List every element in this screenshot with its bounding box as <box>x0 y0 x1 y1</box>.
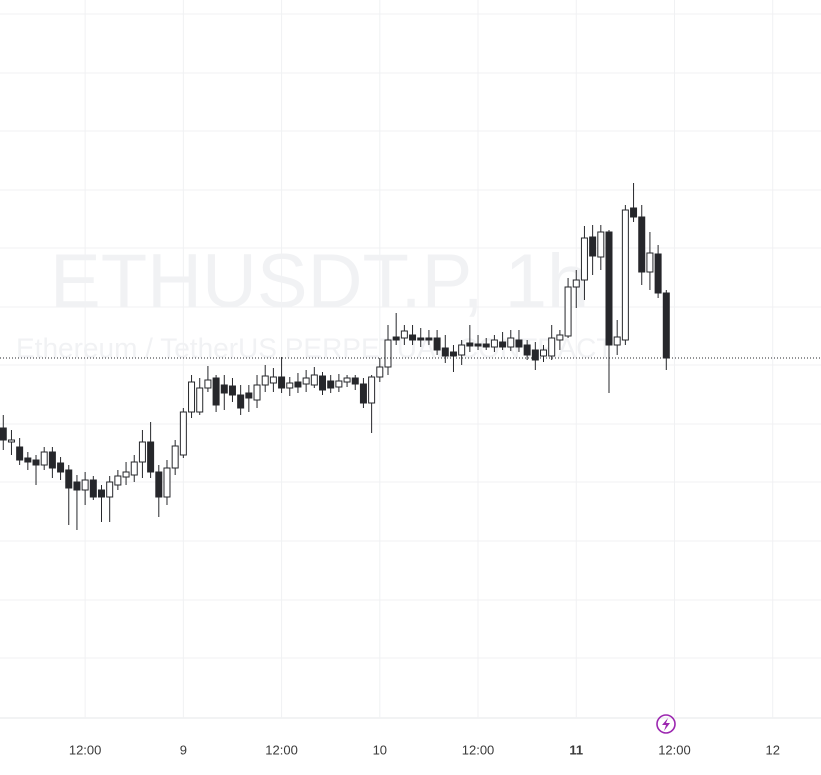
candle-body <box>580 237 588 281</box>
candle-body <box>409 334 417 341</box>
candle-body <box>24 457 32 463</box>
candle-body <box>564 286 572 337</box>
candle-body <box>449 351 457 357</box>
candle-body <box>253 384 261 401</box>
candle-body <box>245 392 253 399</box>
candle-body <box>155 471 163 498</box>
candle-body <box>515 339 523 348</box>
candle-body <box>523 344 531 356</box>
candle-body <box>196 387 204 413</box>
candle-body <box>654 253 662 294</box>
candle-body <box>130 461 138 476</box>
candle-body <box>507 337 515 348</box>
candle-body <box>630 207 638 218</box>
candle-body <box>65 469 73 489</box>
candle-body <box>122 471 130 478</box>
x-tick-label: 12:00 <box>69 742 102 757</box>
candle-body <box>335 380 343 388</box>
x-tick-label: 11 <box>569 742 583 757</box>
candle-body <box>138 441 146 463</box>
candle-body <box>425 337 433 341</box>
candle-body <box>572 279 580 288</box>
candle-body <box>278 376 286 389</box>
candle-body <box>228 385 236 396</box>
candle-body <box>57 462 65 473</box>
candle-body <box>188 381 196 413</box>
candle-body <box>441 347 449 357</box>
candle-body <box>589 236 597 257</box>
candle-body <box>163 467 171 498</box>
candle-body <box>114 475 122 486</box>
candle-body <box>7 439 15 443</box>
candle-body <box>597 231 605 258</box>
x-tick-label: 10 <box>373 742 387 757</box>
candle-body <box>294 381 302 388</box>
candle-body <box>32 459 40 466</box>
candle-body <box>97 489 105 498</box>
candle-body <box>261 375 269 386</box>
candle-body <box>605 231 613 346</box>
candle-body <box>310 374 318 386</box>
x-tick-label: 12 <box>765 742 779 757</box>
candle-body <box>343 377 351 383</box>
candle-body <box>237 394 245 409</box>
candle-body <box>540 349 548 357</box>
candle-body <box>73 481 81 491</box>
candle-body <box>286 382 294 389</box>
realtime-icon[interactable] <box>656 714 676 734</box>
candle-body <box>392 336 400 341</box>
candle-body <box>147 441 155 473</box>
watermark: ETHUSDT.P, 1h <box>50 239 589 324</box>
candle-body <box>662 292 670 359</box>
candle-body <box>204 379 212 389</box>
candle-body <box>458 344 466 356</box>
candle-body <box>482 343 490 348</box>
candle-body <box>376 366 384 378</box>
candle-body <box>638 216 646 273</box>
x-tick-label: 12:00 <box>265 742 298 757</box>
candle-body <box>327 380 335 389</box>
candle-body <box>319 375 327 391</box>
candle-body <box>621 209 629 341</box>
x-tick-label: 12:00 <box>462 742 495 757</box>
candle-body <box>351 377 359 385</box>
candle-body <box>171 445 179 469</box>
candle-body <box>89 479 97 498</box>
candle-body <box>16 446 24 461</box>
candle-body <box>556 334 564 341</box>
candle-body <box>40 451 48 466</box>
candle-body <box>368 376 376 404</box>
candle-body <box>490 339 498 348</box>
candle-body <box>646 252 654 273</box>
candle-body <box>548 337 556 357</box>
candle-body <box>466 342 474 347</box>
candle-body <box>433 337 441 351</box>
candle-body <box>613 336 621 346</box>
candle-body <box>48 451 56 469</box>
candle-body <box>220 384 228 394</box>
candle-body <box>81 479 89 491</box>
x-tick-label: 9 <box>180 742 187 757</box>
candle-body <box>302 377 310 385</box>
candle-body <box>499 341 507 348</box>
candle-body <box>0 427 7 441</box>
candle-body <box>179 411 187 456</box>
candle-body <box>269 376 277 384</box>
candle-body <box>531 349 539 361</box>
candle-body <box>417 337 425 341</box>
candle-body <box>400 330 408 339</box>
candle-body <box>212 377 220 406</box>
candle-body <box>384 339 392 368</box>
candle-body <box>359 383 367 404</box>
candle-body <box>106 481 114 498</box>
candle-body <box>474 343 482 347</box>
x-tick-label: 12:00 <box>658 742 691 757</box>
